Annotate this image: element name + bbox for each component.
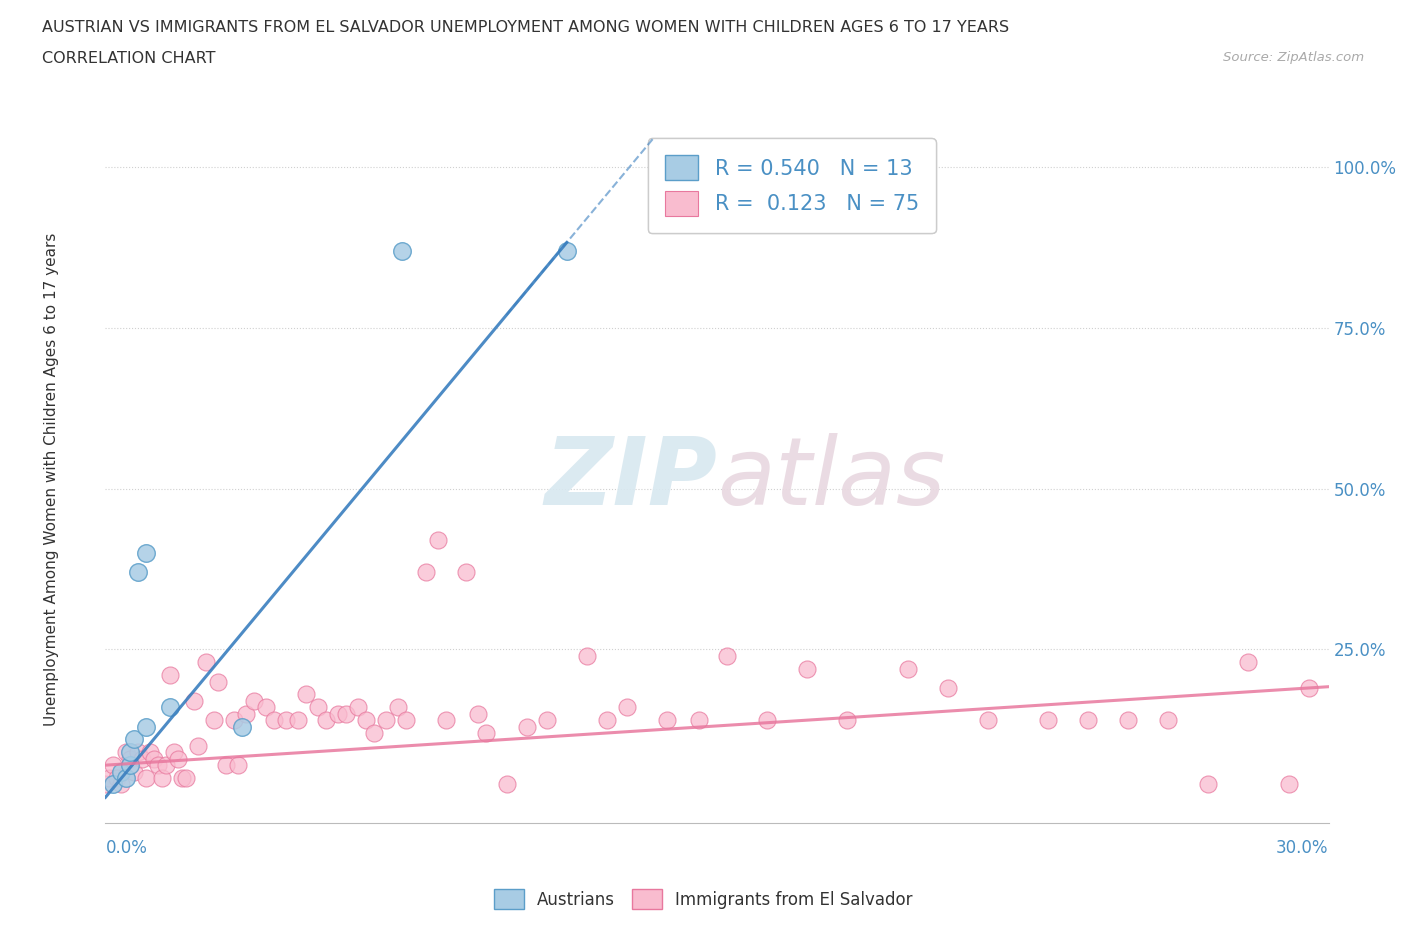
Point (166, 751, 188, 766)
Point (1277, 777, 1299, 792)
Point (516, 719, 538, 734)
Point (896, 661, 918, 676)
Point (162, 745, 184, 760)
Point (135, 546, 157, 561)
Point (427, 533, 450, 548)
Point (118, 758, 141, 773)
Point (326, 706, 349, 721)
Text: AUSTRIAN VS IMMIGRANTS FROM EL SALVADOR UNEMPLOYMENT AMONG WOMEN WITH CHILDREN A: AUSTRIAN VS IMMIGRANTS FROM EL SALVADOR … (42, 20, 1010, 35)
Point (335, 706, 357, 721)
Point (202, 712, 225, 727)
Point (118, 751, 141, 766)
Point (391, 243, 413, 258)
Point (135, 719, 157, 734)
Point (110, 764, 132, 779)
Point (415, 565, 437, 579)
Y-axis label: Unemployment Among Women with Children Ages 6 to 17 years: Unemployment Among Women with Children A… (44, 232, 59, 725)
Point (495, 777, 517, 792)
Point (103, 758, 125, 773)
Point (434, 712, 457, 727)
Legend: R = 0.540   N = 13, R =  0.123   N = 75: R = 0.540 N = 13, R = 0.123 N = 75 (648, 139, 935, 233)
Point (655, 712, 678, 727)
Point (114, 745, 136, 760)
Point (103, 777, 125, 792)
Point (155, 758, 177, 773)
Text: 30.0%: 30.0% (1277, 839, 1329, 857)
Point (307, 700, 329, 715)
Point (716, 648, 738, 663)
Point (936, 681, 959, 696)
Point (107, 771, 129, 786)
Point (536, 712, 558, 727)
Point (98, 771, 121, 786)
Point (387, 700, 409, 715)
Point (354, 712, 377, 727)
Point (159, 668, 181, 683)
Point (315, 712, 337, 727)
Point (243, 694, 266, 709)
Point (1298, 681, 1320, 696)
Point (174, 771, 197, 786)
Point (207, 674, 229, 689)
Point (796, 661, 818, 676)
Point (1116, 712, 1139, 727)
Point (94, 777, 117, 792)
Point (363, 725, 385, 740)
Point (475, 725, 498, 740)
Point (114, 771, 136, 786)
Point (122, 732, 145, 747)
Point (375, 712, 398, 727)
Point (135, 771, 157, 786)
Point (131, 751, 153, 766)
Point (555, 243, 578, 258)
Point (596, 712, 619, 727)
Point (226, 758, 249, 773)
Point (127, 745, 149, 760)
Point (235, 706, 257, 721)
Point (215, 758, 238, 773)
Point (170, 771, 193, 786)
Point (688, 712, 710, 727)
Legend: Austrians, Immigrants from El Salvador: Austrians, Immigrants from El Salvador (485, 881, 921, 917)
Point (263, 712, 285, 727)
Point (756, 712, 779, 727)
Text: atlas: atlas (717, 433, 945, 525)
Point (127, 565, 149, 579)
Point (616, 700, 638, 715)
Point (467, 706, 489, 721)
Text: Source: ZipAtlas.com: Source: ZipAtlas.com (1223, 51, 1364, 64)
Point (159, 700, 181, 715)
Point (194, 655, 217, 670)
Point (395, 712, 418, 727)
Point (222, 712, 245, 727)
Text: CORRELATION CHART: CORRELATION CHART (42, 51, 215, 66)
Point (575, 648, 598, 663)
Point (1036, 712, 1059, 727)
Point (1197, 777, 1219, 792)
Point (295, 687, 318, 702)
Text: 0.0%: 0.0% (105, 839, 148, 857)
Point (1077, 712, 1099, 727)
Text: ZIP: ZIP (544, 433, 717, 525)
Point (110, 777, 132, 792)
Point (1237, 655, 1260, 670)
Point (118, 745, 141, 760)
Point (287, 712, 309, 727)
Point (142, 751, 165, 766)
Point (977, 712, 1000, 727)
Point (1157, 712, 1180, 727)
Point (187, 738, 209, 753)
Point (456, 565, 478, 579)
Point (138, 745, 160, 760)
Point (254, 700, 277, 715)
Point (146, 758, 169, 773)
Point (122, 764, 145, 779)
Point (231, 719, 253, 734)
Point (837, 712, 859, 727)
Point (274, 712, 297, 727)
Point (183, 694, 205, 709)
Point (347, 700, 370, 715)
Point (150, 771, 173, 786)
